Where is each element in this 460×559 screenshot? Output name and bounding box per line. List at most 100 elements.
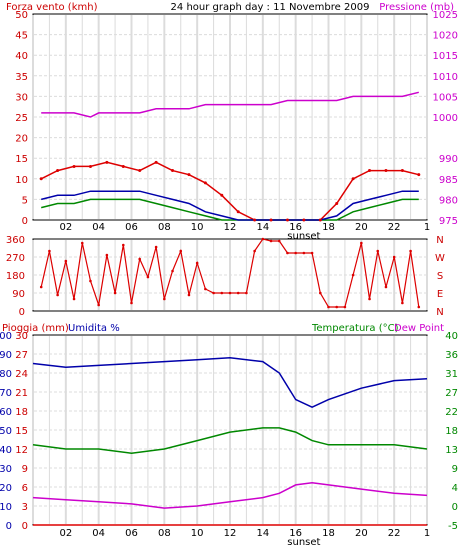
humidity-legend: Umidita % — [68, 323, 120, 334]
wind-gust-point — [400, 169, 404, 173]
wind-direction-point — [105, 253, 109, 257]
pressure-tick-label: 1025 — [433, 10, 458, 21]
humidity-tick-label: 50 — [0, 426, 12, 437]
wind-direction-point — [253, 249, 256, 253]
wind-direction-point — [261, 237, 265, 241]
hour-tick-label: 02 — [59, 528, 72, 539]
hour-tick-label: 22 — [388, 222, 401, 233]
wind-direction-point — [171, 269, 174, 273]
wind-direction-point — [335, 305, 339, 309]
wind-direction-point — [376, 249, 380, 253]
pressure-axis-label: Pressione (mb) — [379, 2, 454, 13]
temperature-tick-label: 9 — [452, 464, 458, 475]
wind-direction-point — [368, 297, 371, 301]
temperature-tick-label: 18 — [445, 426, 458, 437]
wind-direction-point — [154, 245, 158, 249]
direction-tick-label: 180 — [6, 271, 25, 282]
wind-direction-point — [286, 251, 289, 255]
temperature-line — [32, 427, 428, 454]
temperature-tick-label: 40 — [445, 331, 458, 342]
wind-tick-label: 25 — [15, 113, 28, 124]
hour-tick-label: 04 — [92, 528, 105, 539]
rain-tick-label: 30 — [15, 331, 28, 342]
humidity-tick-label: 30 — [0, 464, 12, 475]
wind-direction-point — [72, 297, 76, 301]
direction-tick-label: 90 — [12, 289, 25, 300]
wind-tick-label: 50 — [15, 10, 28, 21]
wind-gust-point — [105, 160, 109, 164]
hour-tick-label: 14 — [256, 222, 269, 233]
hour-tick-label: 06 — [125, 528, 138, 539]
hour-tick-label: 02 — [59, 222, 72, 233]
sunset-label: sunset — [287, 231, 320, 242]
wind-direction-point — [204, 287, 207, 291]
wind-gust-point — [56, 169, 60, 173]
rain-legend: Pioggia (mm) — [2, 323, 69, 334]
compass-tick-label: N — [436, 307, 443, 318]
hour-tick-label: 18 — [322, 528, 335, 539]
wind-direction-point — [384, 285, 388, 289]
wind-direction-point — [360, 241, 363, 245]
hour-tick-label: 22 — [388, 528, 401, 539]
wind-direction-point — [212, 291, 215, 295]
temperature-tick-label: -5 — [448, 521, 458, 532]
temperature-legend: Temperatura (°C) — [311, 323, 399, 334]
wind-gust-point — [138, 169, 142, 173]
hour-tick-label: 08 — [158, 222, 171, 233]
sunset-label: sunset — [287, 537, 320, 548]
wind-gust-line — [40, 161, 419, 221]
wind-tick-label: 40 — [15, 51, 28, 62]
humidity-tick-label: 90 — [0, 350, 12, 361]
wind-direction-point — [64, 259, 68, 263]
wind-direction-point — [113, 291, 117, 295]
wind-gust-point — [236, 210, 240, 214]
wind-direction-point — [401, 301, 404, 305]
wind-direction-point — [48, 249, 51, 253]
humidity-tick-label: 20 — [0, 483, 12, 494]
temperature-tick-label: 36 — [445, 350, 458, 361]
temperature-tick-label: 4 — [452, 483, 458, 494]
dewpoint-legend: Dew Point — [394, 323, 444, 334]
wind-direction-point — [392, 255, 396, 259]
wind-gust-point — [417, 173, 421, 177]
wind-direction-point — [417, 305, 421, 309]
wind-tick-label: 15 — [15, 154, 28, 165]
wind-direction-point — [245, 291, 248, 295]
pressure-tick-label: 1005 — [433, 92, 458, 103]
humidity-tick-label: 40 — [0, 445, 12, 456]
wind-direction-point — [236, 291, 240, 295]
hour-tick-label: 18 — [322, 222, 335, 233]
rain-tick-label: 12 — [15, 445, 28, 456]
direction-tick-label: 360 — [6, 235, 25, 246]
direction-tick-label: 270 — [6, 253, 25, 264]
wind-gust-point — [302, 218, 306, 222]
compass-tick-label: W — [435, 253, 445, 264]
pressure-tick-label: 990 — [439, 154, 458, 165]
wind-direction-point — [294, 251, 297, 255]
wind-direction-point — [351, 273, 355, 277]
wind-direction-point — [269, 239, 273, 243]
wind-gust-point — [368, 169, 372, 173]
wind-direction-point — [302, 251, 306, 255]
wind-gust-point — [384, 169, 388, 173]
wind-direction-point — [179, 249, 183, 253]
temperature-tick-label: 27 — [445, 388, 458, 399]
rain-tick-label: 21 — [15, 388, 28, 399]
wind-direction-point — [228, 291, 232, 295]
direction-tick-label: 0 — [19, 307, 25, 318]
rain-tick-label: 9 — [22, 464, 28, 475]
hour-tick-label: 1 — [424, 528, 430, 539]
wind-gust-point — [351, 177, 355, 181]
wind-direction-point — [409, 249, 412, 253]
hour-tick-label: 12 — [224, 528, 237, 539]
rain-tick-label: 24 — [15, 369, 28, 380]
humidity-tick-label: 60 — [0, 407, 12, 418]
compass-tick-label: S — [437, 271, 443, 282]
compass-tick-label: E — [437, 289, 443, 300]
hour-tick-label: 12 — [224, 222, 237, 233]
hour-tick-label: 16 — [289, 528, 302, 539]
hour-tick-label: 20 — [355, 222, 368, 233]
wind-gust-point — [171, 169, 175, 173]
